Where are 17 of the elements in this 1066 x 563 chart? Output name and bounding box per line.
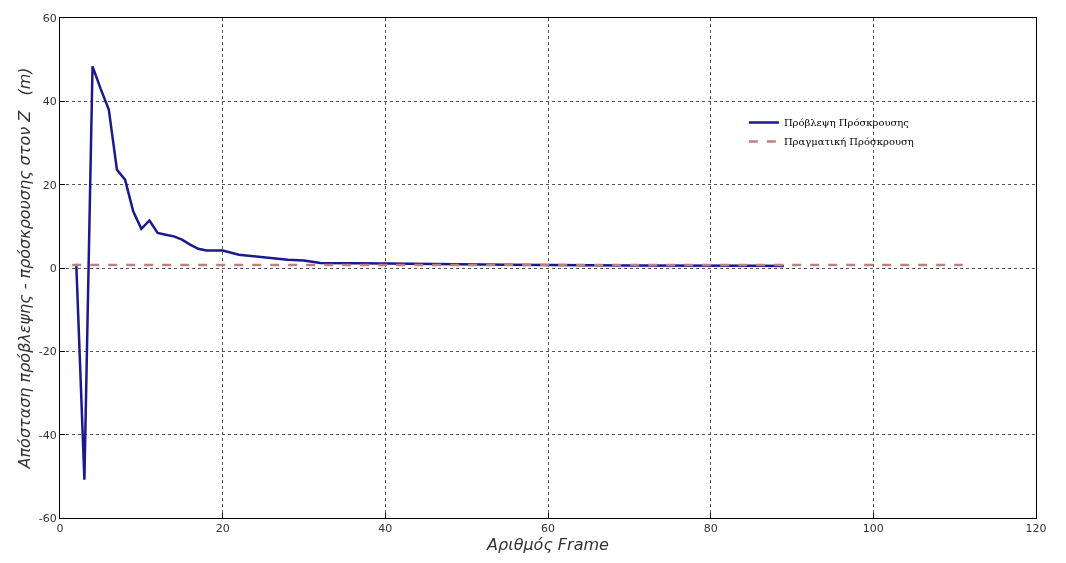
y-axis-title: Απόσταση πρόβλεψης - πρόσκρουσης στον Z (m) <box>14 67 34 470</box>
y-tick-label: 20 <box>42 178 57 192</box>
x-tick-label: 120 <box>1025 522 1047 536</box>
x-tick-label: 100 <box>862 522 884 536</box>
x-tick-label: 60 <box>541 522 555 536</box>
x-tick-label: 20 <box>215 522 230 536</box>
legend-label: Πρόβλεψη Πρόσκρουσης <box>783 117 910 129</box>
y-tick-label: -20 <box>38 345 57 359</box>
x-axis-title: Αριθμός Frame <box>486 535 610 555</box>
y-tick-label: 60 <box>42 11 57 25</box>
y-tick-label: 0 <box>49 261 57 275</box>
y-tick-label: 40 <box>42 95 57 109</box>
x-tick-label: 40 <box>378 522 393 536</box>
y-tick-label: -40 <box>38 428 57 442</box>
y-tick-label: -60 <box>38 511 57 525</box>
legend-label: Πραγματική Πρόσκρουση <box>783 136 914 148</box>
x-tick-label: 80 <box>703 522 718 536</box>
